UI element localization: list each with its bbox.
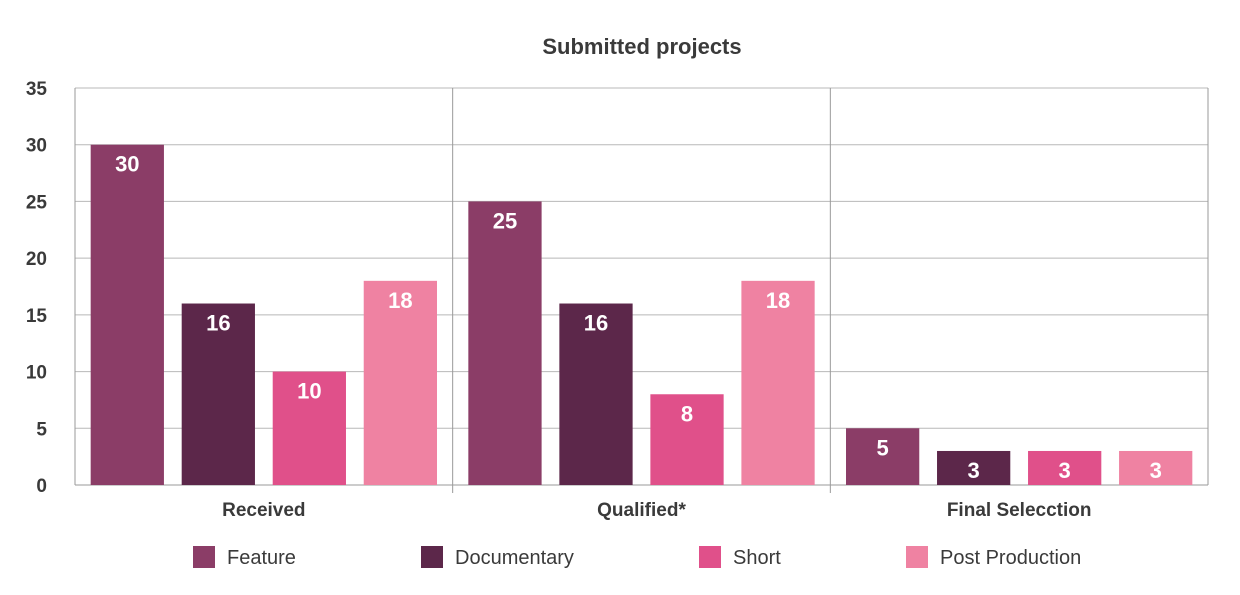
data-label-feature-received: 30 bbox=[115, 152, 139, 177]
bar-feature-received bbox=[90, 144, 164, 485]
bar-feature-qualified bbox=[468, 201, 542, 485]
bar-post-production-final-selecction bbox=[1119, 450, 1193, 485]
data-label-post-production-received: 18 bbox=[388, 288, 412, 313]
legend-label-feature: Feature bbox=[227, 547, 296, 569]
y-tick-label-10: 10 bbox=[26, 363, 47, 384]
data-label-feature-final-selecction: 5 bbox=[877, 435, 889, 460]
legend-swatch-documentary bbox=[421, 546, 443, 568]
data-label-short-qualified: 8 bbox=[681, 401, 693, 426]
bar-feature-final-selecction bbox=[846, 428, 920, 485]
legend-label-documentary: Documentary bbox=[455, 547, 574, 569]
bar-post-production-received bbox=[363, 280, 437, 485]
y-tick-label-5: 5 bbox=[36, 419, 47, 440]
legend: Feature Documentary Short Post Production bbox=[193, 546, 1081, 569]
bar-post-production-qualified bbox=[741, 280, 815, 485]
bar-short-qualified bbox=[650, 394, 724, 485]
y-tick-label-0: 0 bbox=[36, 476, 47, 497]
y-tick-label-30: 30 bbox=[26, 136, 47, 157]
y-tick-label-20: 20 bbox=[26, 249, 47, 270]
legend-swatch-feature bbox=[193, 546, 215, 568]
bar-documentary-final-selecction bbox=[937, 450, 1011, 485]
data-label-documentary-received: 16 bbox=[206, 311, 230, 336]
y-tick-label-25: 25 bbox=[26, 192, 48, 213]
x-tick-label-qualified: Qualified* bbox=[597, 500, 686, 521]
bars bbox=[90, 144, 1193, 485]
chart-title: Submitted projects bbox=[542, 34, 741, 59]
data-label-short-final-selecction: 3 bbox=[1059, 458, 1071, 483]
data-labels: 30 16 10 18 25 16 8 18 5 3 3 3 bbox=[115, 152, 1162, 483]
bar-documentary-received bbox=[181, 303, 255, 485]
bar-short-received bbox=[272, 371, 346, 485]
y-tick-label-15: 15 bbox=[26, 306, 48, 327]
x-tick-label-received: Received bbox=[222, 500, 305, 521]
data-label-short-received: 10 bbox=[297, 379, 321, 404]
y-tick-label-35: 35 bbox=[26, 79, 48, 100]
data-label-documentary-qualified: 16 bbox=[584, 311, 608, 336]
legend-swatch-short bbox=[699, 546, 721, 568]
bar-short-final-selecction bbox=[1028, 450, 1102, 485]
legend-label-short: Short bbox=[733, 547, 781, 569]
legend-label-post-production: Post Production bbox=[940, 547, 1081, 569]
data-label-documentary-final-selecction: 3 bbox=[968, 458, 980, 483]
x-tick-label-final-selecction: Final Selecction bbox=[947, 500, 1092, 521]
bar-documentary-qualified bbox=[559, 303, 633, 485]
data-label-feature-qualified: 25 bbox=[493, 208, 517, 233]
data-label-post-production-final-selecction: 3 bbox=[1150, 458, 1162, 483]
legend-swatch-post-production bbox=[906, 546, 928, 568]
data-label-post-production-qualified: 18 bbox=[766, 288, 790, 313]
grid bbox=[75, 87, 1208, 486]
